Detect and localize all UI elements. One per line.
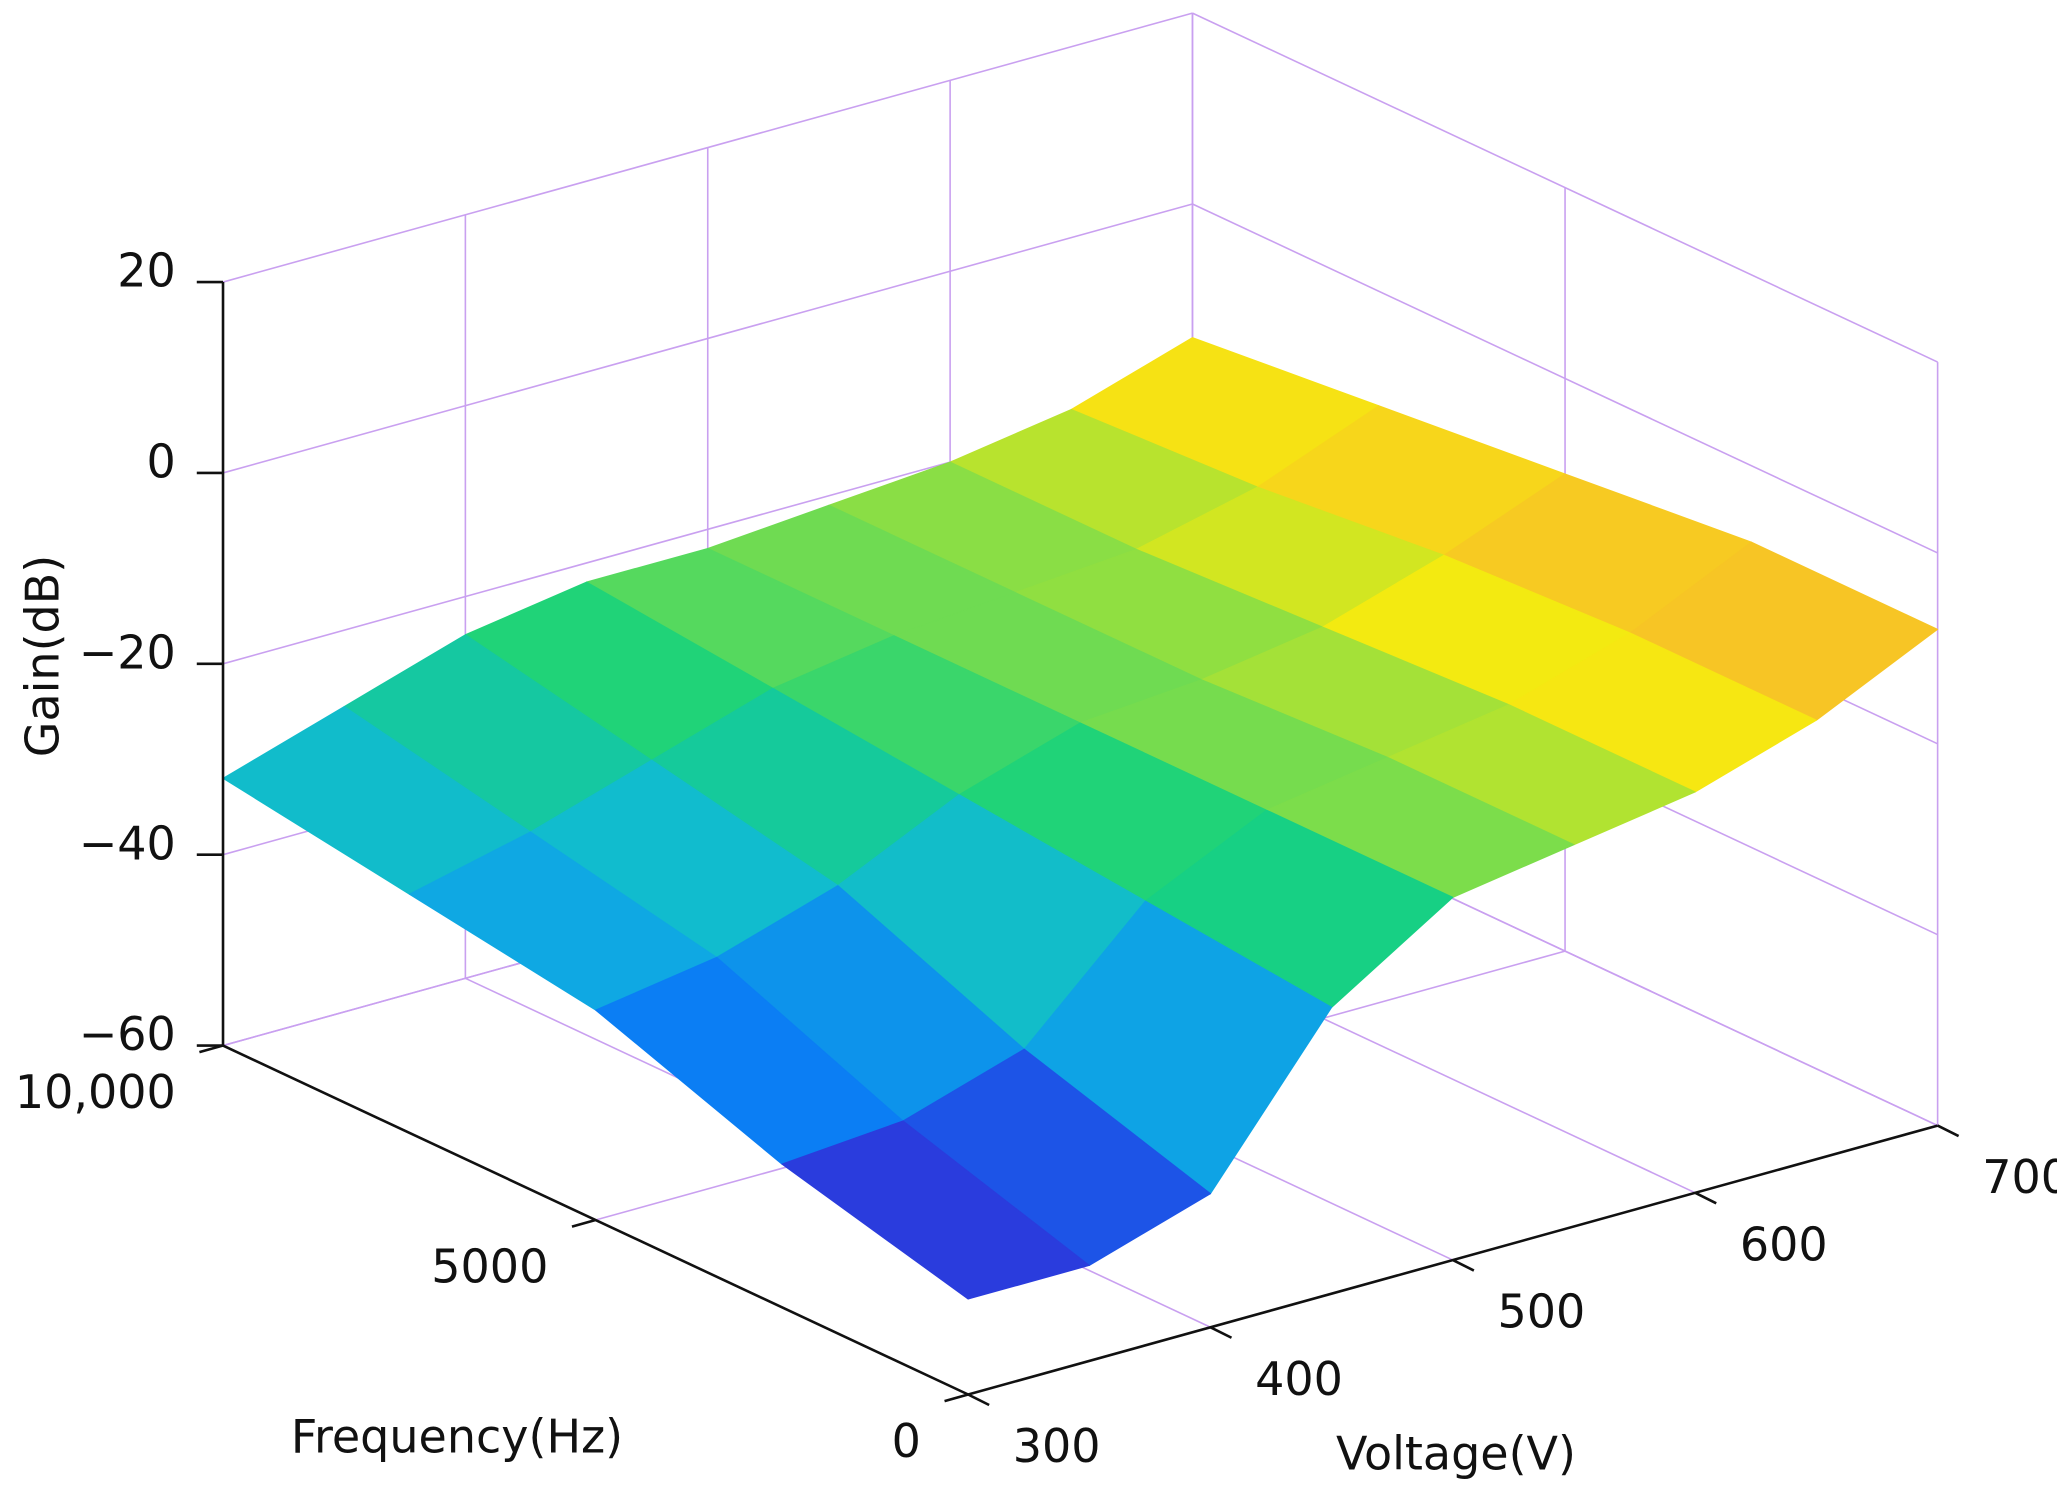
x-axis-label: Voltage(V) [1336, 1427, 1576, 1481]
y-tick-label: 10,000 [15, 1065, 176, 1119]
x-tick [1209, 1326, 1233, 1339]
x-tick-label: 300 [1013, 1419, 1101, 1473]
z-axis-label: Gain(dB) [16, 555, 70, 757]
y-tick [571, 1218, 596, 1228]
x-tick [967, 1393, 990, 1407]
z-tick-label: −40 [79, 816, 176, 870]
z-tick-label: −60 [79, 1007, 176, 1061]
y-tick [199, 1044, 224, 1054]
y-tick-label: 5000 [431, 1239, 548, 1293]
y-tick-label: 0 [892, 1414, 921, 1468]
x-tick-label: 700 [1982, 1150, 2057, 1204]
y-tick [944, 1393, 969, 1403]
x-tick-label: 400 [1255, 1352, 1343, 1406]
z-tick-label: 20 [117, 244, 176, 298]
x-tick [1937, 1124, 1960, 1138]
z-tick-label: −20 [79, 625, 176, 679]
x-tick [1694, 1191, 1717, 1205]
z-tick-label: 0 [147, 435, 176, 489]
x-tick [1452, 1258, 1475, 1272]
x-tick-label: 600 [1740, 1217, 1828, 1271]
y-axis-label: Frequency(Hz) [291, 1410, 623, 1464]
x-tick-label: 500 [1497, 1285, 1585, 1339]
surface-cell [781, 1120, 1090, 1300]
